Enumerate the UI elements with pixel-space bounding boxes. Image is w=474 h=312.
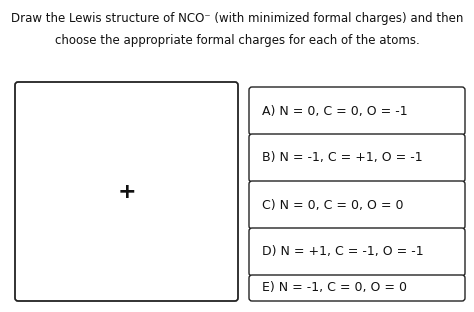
Text: C) N = 0, C = 0, O = 0: C) N = 0, C = 0, O = 0: [262, 198, 403, 212]
Text: D) N = +1, C = -1, O = -1: D) N = +1, C = -1, O = -1: [262, 246, 424, 259]
FancyBboxPatch shape: [249, 228, 465, 276]
FancyBboxPatch shape: [249, 275, 465, 301]
FancyBboxPatch shape: [249, 87, 465, 135]
Text: choose the appropriate formal charges for each of the atoms.: choose the appropriate formal charges fo…: [55, 34, 419, 47]
Text: A) N = 0, C = 0, O = -1: A) N = 0, C = 0, O = -1: [262, 105, 408, 118]
FancyBboxPatch shape: [15, 82, 238, 301]
FancyBboxPatch shape: [249, 181, 465, 229]
Text: Draw the Lewis structure of NCO⁻ (with minimized formal charges) and then: Draw the Lewis structure of NCO⁻ (with m…: [11, 12, 463, 25]
Text: E) N = -1, C = 0, O = 0: E) N = -1, C = 0, O = 0: [262, 281, 407, 295]
Text: B) N = -1, C = +1, O = -1: B) N = -1, C = +1, O = -1: [262, 152, 423, 164]
Text: +: +: [117, 182, 136, 202]
FancyBboxPatch shape: [249, 134, 465, 182]
